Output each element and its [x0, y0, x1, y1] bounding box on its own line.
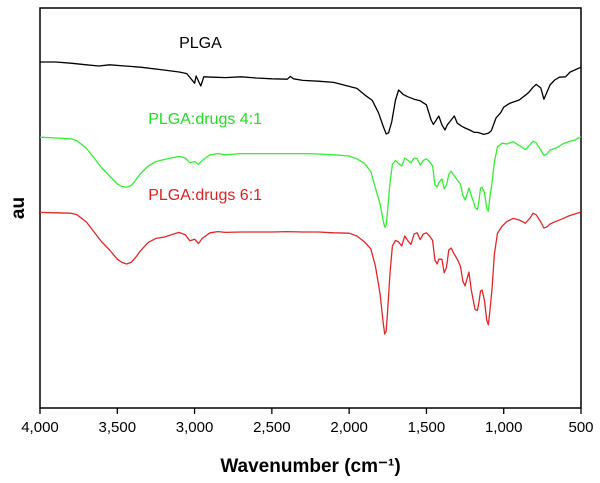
- series-label-3: PLGA:drugs 6:1: [148, 187, 262, 204]
- x-axis: 4,000 3,500 3,000 2,500 2,000 1,500 1,000 500: [21, 408, 594, 436]
- series-line-1: [40, 61, 582, 136]
- x-tick-label: 2,500: [253, 419, 291, 436]
- x-tick-label: 3,500: [99, 419, 137, 436]
- y-axis-title: au: [8, 197, 29, 219]
- plot-area: [39, 7, 582, 409]
- x-tick-label: 1,500: [408, 419, 446, 436]
- x-tick-label: 3,000: [176, 419, 214, 436]
- series-layer: [39, 61, 582, 335]
- x-tick-label: 4,000: [21, 419, 59, 436]
- series-annotations: PLGA PLGA:drugs 4:1 PLGA:drugs 6:1: [148, 35, 262, 204]
- series-label-2: PLGA:drugs 4:1: [148, 111, 262, 128]
- plot-frame: [39, 7, 582, 409]
- series-label-1: PLGA: [179, 35, 222, 52]
- series-line-3: [39, 211, 582, 335]
- x-tick-label: 1,000: [485, 419, 523, 436]
- x-tick-label: 2,000: [330, 419, 368, 436]
- x-axis-title: Wavenumber (cm⁻¹): [220, 456, 400, 477]
- x-tick-label: 500: [568, 419, 593, 436]
- series-line-2: [39, 136, 582, 228]
